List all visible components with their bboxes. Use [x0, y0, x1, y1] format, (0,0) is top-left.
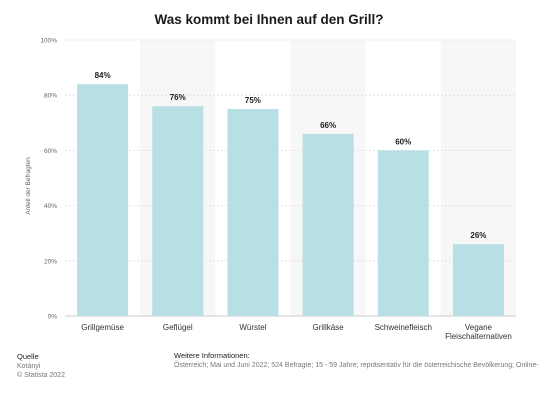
y-tick-label: 0% [48, 314, 58, 321]
x-tick-label: Grillgemüse [81, 323, 124, 332]
bar [227, 109, 279, 316]
x-tick-label: Geflügel [163, 323, 193, 332]
x-tick-label: Vegane Fleischalternativen [445, 323, 512, 341]
data-label: 76% [170, 93, 186, 102]
bar [377, 150, 429, 316]
data-label: 84% [95, 71, 111, 80]
data-label: 66% [320, 121, 336, 130]
y-tick-label: 20% [44, 258, 57, 265]
y-tick-label: 40% [44, 203, 57, 210]
bar [152, 106, 204, 317]
y-tick-label: 80% [44, 93, 57, 100]
bar [77, 84, 129, 316]
y-tick-label: 100% [40, 38, 57, 45]
info-block: Weitere Informationen: Österreich; Mai u… [174, 351, 538, 370]
x-tick-label: Grillkäse [313, 323, 345, 332]
info-text: Österreich; Mai und Juni 2022; 524 Befra… [174, 361, 538, 369]
data-label: 75% [245, 96, 261, 105]
y-tick-label: 60% [44, 148, 57, 155]
source-name: Kotányi [17, 362, 41, 370]
bar-chart: 84% 76% 75% 66% 60% 26% Grillgemüse Geflügel Wü… [25, 38, 516, 341]
chart-title: Was kommt bei Ihnen auf den Grill? [154, 12, 384, 27]
source-block: Quelle Kotányi © Statista 2022 [17, 352, 65, 381]
data-label: 60% [395, 137, 411, 146]
info-heading: Weitere Informationen: [174, 351, 250, 360]
y-axis-label: Anteil der Befragten [25, 157, 32, 215]
x-tick-label: Würstel [239, 323, 266, 332]
bar [452, 244, 504, 316]
x-tick-label: Schweinefleisch [375, 323, 432, 332]
source-heading: Quelle [17, 352, 39, 361]
bar [302, 133, 354, 316]
data-label: 26% [470, 231, 486, 240]
copyright: © Statista 2022 [17, 372, 65, 379]
